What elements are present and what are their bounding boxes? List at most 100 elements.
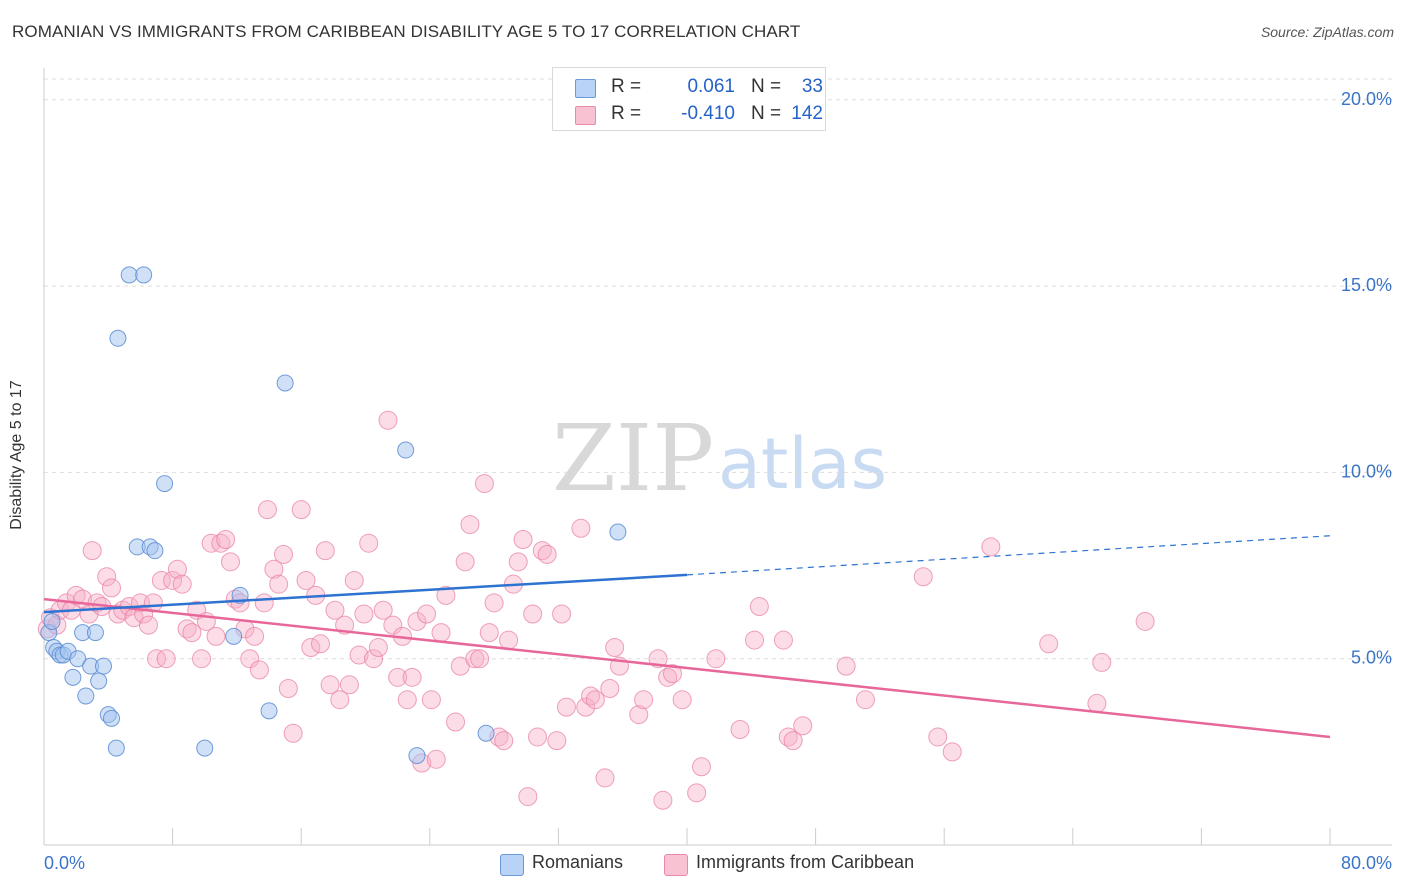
n-value: 142 — [791, 103, 823, 124]
caribbean-point — [402, 667, 422, 687]
legend-swatch-romanians — [500, 854, 524, 876]
r-label: R = — [611, 103, 642, 124]
romanian-point — [103, 709, 121, 727]
romanian-point — [225, 627, 243, 645]
y-axis-label: Disability Age 5 to 17 — [8, 380, 25, 530]
caribbean-point — [113, 600, 133, 620]
caribbean-point — [378, 410, 398, 430]
caribbean-point — [368, 638, 388, 658]
caribbean-point — [278, 679, 298, 699]
caribbean-point — [201, 533, 221, 553]
romanian-points — [40, 266, 627, 765]
source-note: Source: ZipAtlas.com — [1260, 24, 1394, 40]
romanian-point — [276, 374, 294, 392]
caribbean-point — [528, 727, 548, 747]
caribbean-point — [783, 731, 803, 751]
romanian-point — [135, 266, 153, 284]
caribbean-point — [97, 567, 117, 587]
caribbean-point — [301, 638, 321, 658]
caribbean-point — [706, 649, 726, 669]
caribbean-point — [349, 645, 369, 665]
caribbean-point — [494, 731, 514, 751]
y-tick-label: 5.0% — [1351, 648, 1392, 668]
caribbean-point — [206, 626, 226, 646]
caribbean-point — [216, 529, 236, 549]
y-tick-label: 10.0% — [1341, 461, 1392, 481]
caribbean-point — [547, 731, 567, 751]
y-tick-label: 20.0% — [1341, 89, 1392, 109]
caribbean-point — [172, 574, 192, 594]
n-label: N = — [751, 103, 782, 124]
watermark-zip: ZIP — [552, 405, 714, 512]
correlation-legend: R = 0.061 N = 33 R = -0.410 N = 142 — [552, 67, 826, 131]
caribbean-point — [730, 719, 750, 739]
x-tick-label: 0.0% — [44, 853, 85, 873]
caribbean-point — [264, 559, 284, 579]
caribbean-point — [499, 630, 519, 650]
caribbean-point — [274, 544, 294, 564]
caribbean-point — [470, 649, 490, 669]
caribbean-trend-line — [43, 597, 1331, 739]
caribbean-point — [192, 649, 212, 669]
caribbean-point — [855, 690, 875, 710]
y-tick-label: 15.0% — [1341, 275, 1392, 295]
caribbean-point — [773, 630, 793, 650]
caribbean-point — [147, 649, 167, 669]
caribbean-point — [364, 649, 384, 669]
caribbean-point — [249, 660, 269, 680]
caribbean-point — [431, 623, 451, 643]
caribbean-point — [156, 649, 176, 669]
caribbean-point — [1135, 611, 1155, 631]
caribbean-point — [151, 570, 171, 590]
watermark: ZIP atlas — [552, 405, 887, 512]
caribbean-point — [220, 552, 240, 572]
romanian-point — [77, 687, 95, 705]
caribbean-point — [793, 716, 813, 736]
gridlines — [44, 78, 1392, 660]
caribbean-point — [672, 690, 692, 710]
romanian-trend-extension — [686, 535, 1331, 576]
romanian-point — [146, 542, 164, 560]
caribbean-point — [407, 611, 427, 631]
caribbean-point — [417, 604, 437, 624]
caribbean-point — [373, 600, 393, 620]
caribbean-point — [1039, 634, 1059, 654]
caribbean-point — [339, 675, 359, 695]
caribbean-point — [66, 585, 86, 605]
caribbean-point — [388, 667, 408, 687]
caribbean-point — [508, 552, 528, 572]
caribbean-point — [330, 690, 350, 710]
caribbean-point — [310, 634, 330, 654]
caribbean-point — [836, 656, 856, 676]
caribbean-point — [460, 515, 480, 535]
romanian-point — [64, 668, 82, 686]
romanian-point — [120, 266, 138, 284]
romanian-point — [260, 702, 278, 720]
caribbean-point — [354, 604, 374, 624]
caribbean-point — [513, 529, 533, 549]
caribbean-point — [629, 705, 649, 725]
romanian-trend-line — [43, 573, 688, 614]
caribbean-point — [585, 690, 605, 710]
romanian-point — [477, 724, 495, 742]
romanian-point — [397, 441, 415, 459]
caribbean-point — [397, 690, 417, 710]
r-label: R = — [611, 76, 642, 97]
romanian-point — [43, 612, 61, 630]
romanian-point — [109, 329, 127, 347]
n-value: 33 — [801, 76, 823, 97]
n-label: N = — [751, 76, 782, 97]
caribbean-point — [600, 679, 620, 699]
caribbean-point — [167, 559, 187, 579]
caribbean-point — [745, 630, 765, 650]
caribbean-point — [383, 615, 403, 635]
caribbean-point — [595, 768, 615, 788]
series-legend: Romanians Immigrants from Caribbean — [0, 852, 1406, 876]
caribbean-point — [523, 604, 543, 624]
caribbean-point — [315, 541, 335, 561]
caribbean-point — [296, 570, 316, 590]
caribbean-point — [537, 544, 557, 564]
caribbean-point — [576, 697, 596, 717]
caribbean-point — [663, 664, 683, 684]
caribbean-point — [474, 474, 494, 494]
